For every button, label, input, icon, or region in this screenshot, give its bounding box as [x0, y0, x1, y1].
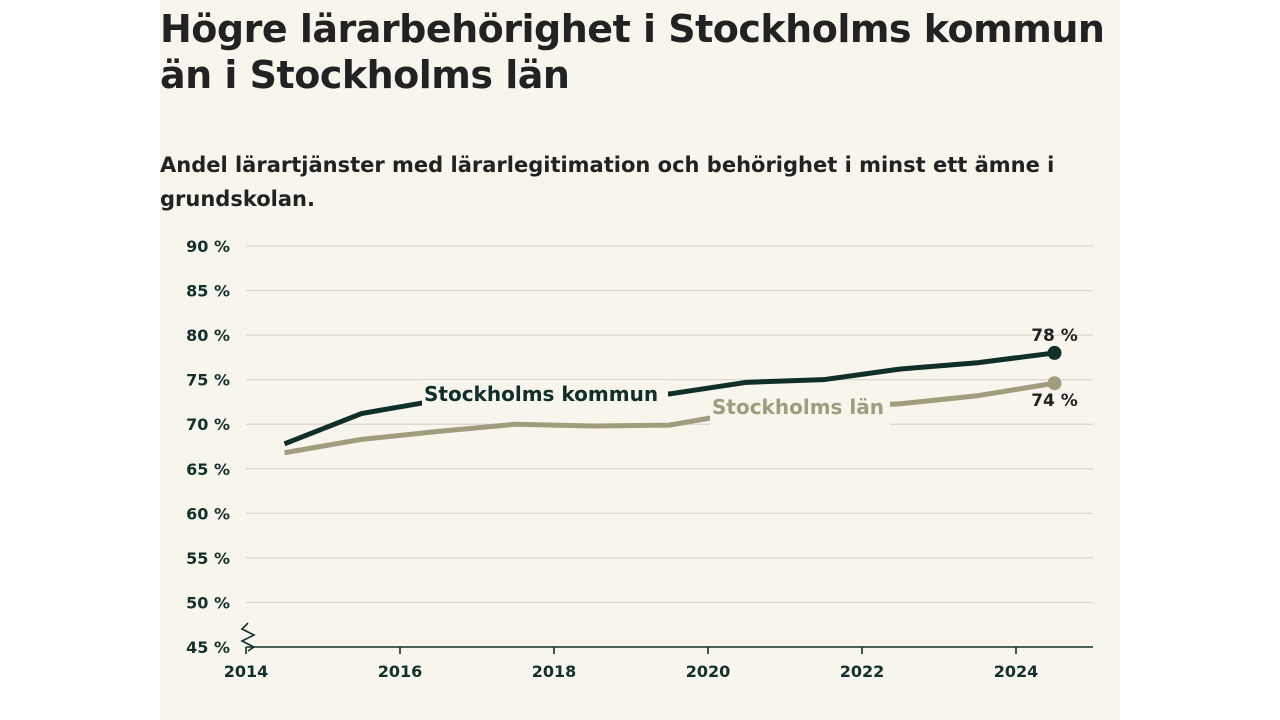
x-tick-label: 2024	[994, 662, 1039, 681]
end-marker	[1047, 376, 1062, 391]
series-line-stockholms-lan	[284, 380, 1055, 456]
y-tick-label: 60 %	[186, 504, 230, 523]
series-label-mask	[422, 380, 668, 412]
y-tick-label: 90 %	[186, 237, 230, 256]
y-tick-label: 80 %	[186, 326, 230, 345]
x-tick-label: 2020	[686, 662, 731, 681]
chart-subtitle: Andel lärartjänster med lärarlegitimatio…	[160, 153, 1055, 211]
series-label-mask	[710, 392, 890, 426]
y-tick-label: 55 %	[186, 549, 230, 568]
x-tick-label: 2014	[224, 662, 269, 681]
y-tick-label: 70 %	[186, 415, 230, 434]
y-tick-label: 65 %	[186, 460, 230, 479]
y-tick-label: 45 %	[186, 638, 230, 657]
y-tick-label: 50 %	[186, 593, 230, 612]
chart-title: Högre lärarbehörighet i Stockholms kommu…	[160, 7, 1105, 97]
axis-break-icon	[240, 622, 256, 652]
x-tick-label: 2018	[532, 662, 577, 681]
chart-card: Högre lärarbehörighet i Stockholms kommu…	[160, 0, 1120, 720]
y-tick-label: 75 %	[186, 371, 230, 390]
x-tick-label: 2022	[840, 662, 885, 681]
series-line-stockholms-kommun	[283, 350, 1055, 447]
end-marker	[1047, 345, 1062, 360]
y-tick-label: 85 %	[186, 282, 230, 301]
x-tick-label: 2016	[378, 662, 423, 681]
series-label-stockholms-kommun: Stockholms kommun	[424, 382, 658, 406]
end-value-label: 74 %	[1031, 391, 1078, 411]
series-label-stockholms-lan: Stockholms län	[712, 395, 884, 419]
line-chart: 45 % 50 % 55 % 60 % 65 % 70 % 75 % 80 % 85 % 90 %…	[186, 237, 1093, 681]
end-value-label: 78 %	[1031, 326, 1078, 346]
